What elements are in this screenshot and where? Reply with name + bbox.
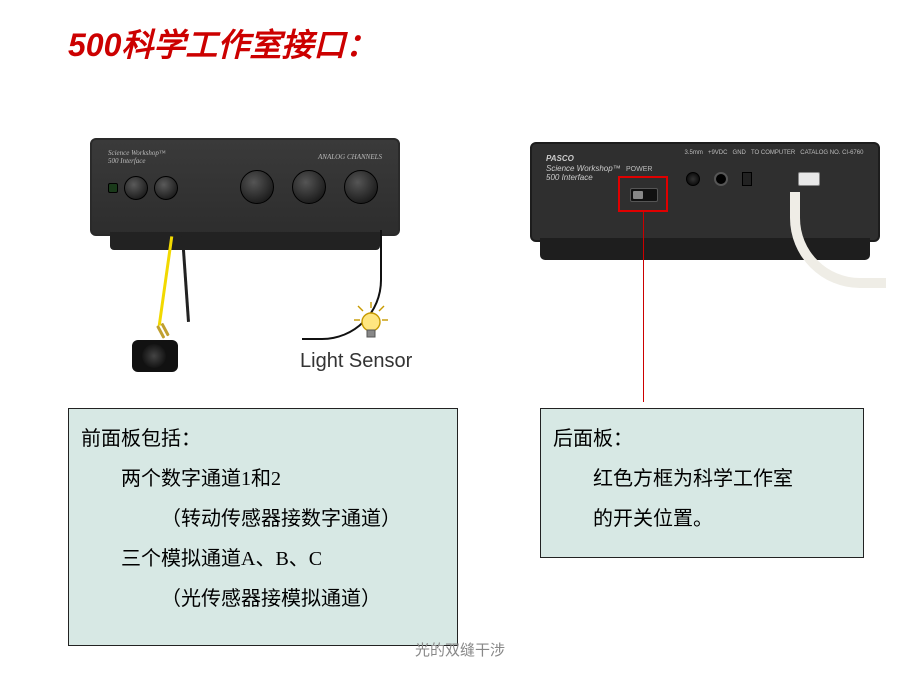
right-line-1: 后面板： [553, 419, 851, 459]
right-line-3: 的开关位置。 [553, 499, 851, 539]
analog-port-c [344, 170, 378, 204]
power-switch-highlight: POWER [618, 176, 668, 212]
log-led [108, 183, 118, 193]
computer-port [798, 172, 820, 186]
back-ports-row [686, 172, 820, 186]
footer-caption: 光的双缝干涉 [0, 639, 920, 660]
page-title: 500科学工作室接口： [68, 20, 377, 66]
front-interface-device: Science Workshop™ 500 Interface ANALOG C… [90, 138, 400, 236]
digital-port-2 [154, 176, 178, 200]
back-top-labels: 3.5mm +9VDC GND TO COMPUTER CATALOG NO. … [682, 150, 866, 156]
usb-cable [790, 192, 886, 288]
front-panel-description-box: 前面板包括： 两个数字通道1和2 （转动传感器接数字通道） 三个模拟通道A、B、… [68, 408, 458, 646]
left-line-5: （光传感器接模拟通道） [81, 579, 445, 619]
left-line-3: （转动传感器接数字通道） [81, 499, 445, 539]
analog-port-b [292, 170, 326, 204]
analog-port-a [240, 170, 274, 204]
light-sensor-label: Light Sensor [300, 350, 412, 373]
power-label: POWER [626, 166, 652, 173]
analog-ports-row [240, 170, 378, 204]
digital-ports-row [108, 176, 178, 200]
audio-jack [686, 172, 700, 186]
digital-port-1 [124, 176, 148, 200]
light-bulb-icon [354, 302, 388, 348]
front-panel-labels: Science Workshop™ 500 Interface ANALOG C… [102, 146, 388, 168]
back-brand-label: PASCO Science Workshop™ 500 Interface [546, 154, 621, 183]
left-line-2: 两个数字通道1和2 [81, 459, 445, 499]
rotary-sensor-icon [132, 340, 178, 372]
left-line-1: 前面板包括： [81, 419, 445, 459]
callout-line [643, 212, 644, 402]
left-line-4: 三个模拟通道A、B、C [81, 539, 445, 579]
ground-post [742, 172, 752, 186]
power-switch[interactable] [630, 188, 658, 202]
brand-label: Science Workshop™ 500 Interface [108, 149, 166, 165]
dc-jack [714, 172, 728, 186]
back-panel-description-box: 后面板： 红色方框为科学工作室 的开关位置。 [540, 408, 864, 558]
analog-channels-label: ANALOG CHANNELS [318, 153, 382, 161]
right-line-2: 红色方框为科学工作室 [553, 459, 851, 499]
